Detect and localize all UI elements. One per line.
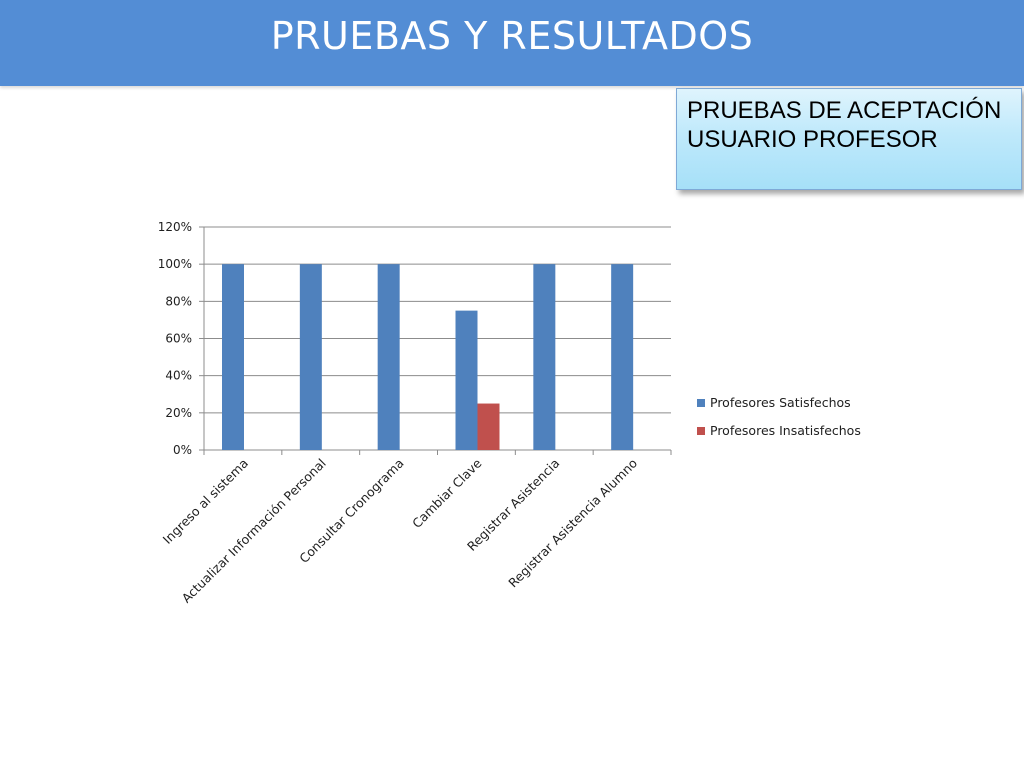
y-tick-label: 100% — [158, 257, 192, 271]
legend-label: Profesores Satisfechos — [710, 395, 851, 410]
legend-swatch — [697, 427, 705, 435]
slide-title: PRUEBAS Y RESULTADOS — [270, 14, 754, 58]
y-tick-label: 80% — [165, 294, 192, 308]
x-category-label: Ingreso al sistema — [160, 456, 251, 547]
legend-label: Profesores Insatisfechos — [710, 423, 861, 438]
bar-satisfechos — [377, 264, 400, 450]
bar-satisfechos — [222, 264, 244, 450]
bar-satisfechos — [611, 264, 634, 450]
x-category-label: Registrar Asistencia Alumno — [505, 456, 640, 591]
y-tick-label: 0% — [173, 443, 192, 457]
bar-satisfechos — [299, 264, 322, 450]
bar-satisfechos — [455, 310, 478, 450]
bar-insatisfechos — [477, 403, 500, 450]
callout-box: PRUEBAS DE ACEPTACIÓN USUARIO PROFESOR — [676, 88, 1022, 190]
x-category-label: Cambiar Clave — [409, 455, 485, 531]
slide-header: PRUEBAS Y RESULTADOS — [0, 0, 1024, 86]
y-tick-label: 20% — [165, 406, 192, 420]
callout-text: PRUEBAS DE ACEPTACIÓN USUARIO PROFESOR — [687, 97, 1002, 153]
x-category-label: Actualizar Información Personal — [179, 456, 329, 606]
y-tick-label: 120% — [158, 220, 192, 234]
legend-swatch — [697, 399, 705, 407]
y-tick-label: 60% — [165, 332, 192, 346]
bar-satisfechos — [533, 264, 556, 450]
y-tick-label: 40% — [165, 369, 192, 383]
